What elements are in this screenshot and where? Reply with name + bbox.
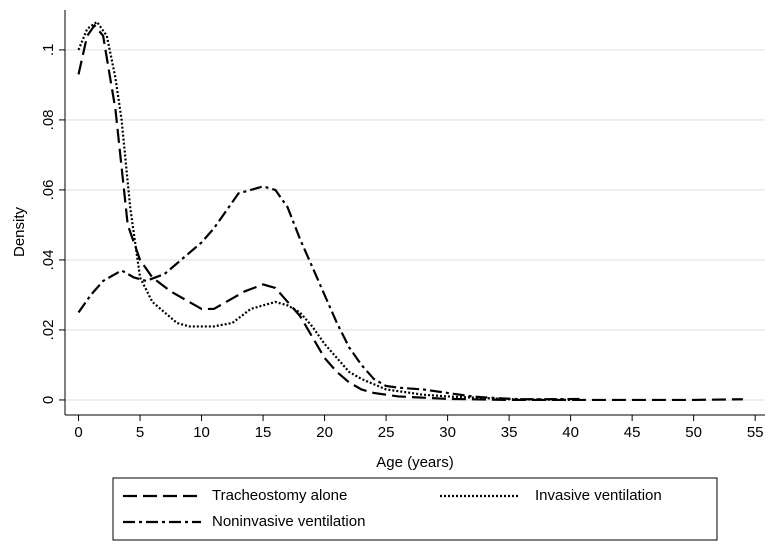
- y-tick-label: .04: [40, 250, 57, 271]
- x-tick-label: 30: [439, 424, 456, 441]
- x-tick-label: 15: [255, 424, 272, 441]
- y-tick-label: .1: [40, 44, 57, 57]
- legend-label: Invasive ventilation: [535, 487, 662, 504]
- y-tick-label: .06: [40, 179, 57, 200]
- x-tick-label: 0: [74, 424, 82, 441]
- x-tick-label: 20: [316, 424, 333, 441]
- y-tick-label: .08: [40, 109, 57, 130]
- x-tick-label: 35: [501, 424, 518, 441]
- y-axis-title: Density: [11, 206, 28, 257]
- y-tick-label: .02: [40, 320, 57, 341]
- x-tick-label: 40: [562, 424, 579, 441]
- y-tick-label: 0: [40, 396, 57, 404]
- x-tick-label: 25: [378, 424, 395, 441]
- legend-box: [112, 477, 718, 541]
- x-axis-title: Age (years): [376, 454, 454, 471]
- x-tick-label: 55: [747, 424, 764, 441]
- legend-label: Tracheostomy alone: [212, 487, 347, 504]
- legend-label: Noninvasive ventilation: [212, 513, 365, 530]
- line-series: [77, 185, 583, 401]
- x-tick-label: 45: [624, 424, 641, 441]
- x-tick-label: 5: [136, 424, 144, 441]
- line-series: [77, 23, 743, 402]
- x-tick-label: 50: [685, 424, 702, 441]
- x-tick-label: 10: [193, 424, 210, 441]
